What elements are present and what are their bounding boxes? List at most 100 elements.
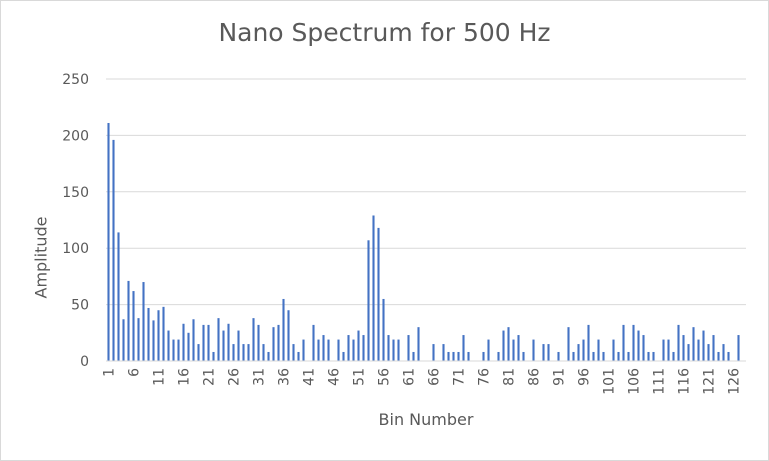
- bar: [287, 310, 290, 361]
- bar: [252, 318, 255, 361]
- bar: [587, 324, 590, 361]
- x-tick-label: 61: [402, 368, 418, 386]
- bar: [352, 339, 355, 361]
- bar: [507, 327, 510, 361]
- bar: [572, 351, 575, 361]
- bar: [117, 232, 120, 361]
- x-tick-label: 36: [277, 368, 293, 386]
- bar: [162, 306, 165, 361]
- bar: [737, 335, 740, 361]
- bar: [292, 344, 295, 361]
- bar: [727, 351, 730, 361]
- bar: [237, 330, 240, 361]
- bar: [367, 240, 370, 361]
- bar: [582, 339, 585, 361]
- x-tick-label: 86: [527, 368, 543, 386]
- bar: [327, 339, 330, 361]
- bar: [387, 335, 390, 361]
- bar: [132, 291, 135, 361]
- bar: [222, 330, 225, 361]
- bar: [297, 351, 300, 361]
- bar: [592, 351, 595, 361]
- bar: [512, 339, 515, 361]
- bar: [702, 330, 705, 361]
- bar: [677, 324, 680, 361]
- bar: [682, 335, 685, 361]
- bar: [197, 344, 200, 361]
- x-tick-label: 116: [677, 368, 693, 395]
- bar: [632, 324, 635, 361]
- bar: [257, 324, 260, 361]
- x-tick-label: 71: [452, 368, 468, 386]
- x-tick-label: 121: [702, 368, 718, 395]
- x-tick-label: 26: [227, 368, 243, 386]
- bar: [347, 335, 350, 361]
- bar: [302, 339, 305, 361]
- x-tick-label: 6: [127, 368, 143, 377]
- bar: [557, 351, 560, 361]
- bar: [242, 344, 245, 361]
- bar: [412, 351, 415, 361]
- bar: [687, 344, 690, 361]
- bar: [707, 344, 710, 361]
- bar: [672, 351, 675, 361]
- x-tick-label: 106: [627, 368, 643, 395]
- bar: [662, 339, 665, 361]
- bar: [267, 351, 270, 361]
- bar: [357, 330, 360, 361]
- bar: [647, 351, 650, 361]
- x-tick-label: 81: [502, 368, 518, 386]
- bar: [692, 327, 695, 361]
- bar: [372, 215, 375, 361]
- bar: [502, 330, 505, 361]
- bar: [522, 351, 525, 361]
- bar: [697, 339, 700, 361]
- bar: [597, 339, 600, 361]
- bar: [457, 351, 460, 361]
- x-tick-label: 46: [327, 368, 343, 386]
- x-tick-label: 66: [427, 368, 443, 386]
- x-tick-label: 41: [302, 368, 318, 386]
- x-tick-label: 1: [102, 368, 118, 377]
- bar: [157, 310, 160, 361]
- bar: [612, 339, 615, 361]
- bar: [467, 351, 470, 361]
- bar: [217, 318, 220, 361]
- bar: [362, 335, 365, 361]
- bar: [282, 298, 285, 361]
- bar: [447, 351, 450, 361]
- bar: [532, 339, 535, 361]
- bar: [322, 335, 325, 361]
- bar: [127, 280, 130, 361]
- bar: [417, 327, 420, 361]
- bar: [272, 327, 275, 361]
- bar: [667, 339, 670, 361]
- bar: [172, 339, 175, 361]
- bar: [712, 335, 715, 361]
- x-tick-label: 91: [552, 368, 568, 386]
- x-tick-label: 126: [727, 368, 743, 395]
- bars: [107, 122, 740, 361]
- x-tick-label: 21: [202, 368, 218, 386]
- bar: [497, 351, 500, 361]
- bar: [382, 298, 385, 361]
- bar: [717, 351, 720, 361]
- bar: [722, 344, 725, 361]
- gridlines: [106, 78, 746, 306]
- bar: [627, 351, 630, 361]
- bar: [147, 307, 150, 361]
- x-tick-label: 56: [377, 368, 393, 386]
- y-tick-label: 150: [62, 185, 89, 201]
- bar: [517, 335, 520, 361]
- bar: [122, 319, 125, 361]
- bar: [207, 324, 210, 361]
- bar: [577, 344, 580, 361]
- y-tick-labels: 0 50 100 150 200 250: [62, 72, 89, 370]
- bar: [107, 122, 110, 361]
- bar: [487, 339, 490, 361]
- bar: [342, 351, 345, 361]
- bar: [442, 344, 445, 361]
- bar: [482, 351, 485, 361]
